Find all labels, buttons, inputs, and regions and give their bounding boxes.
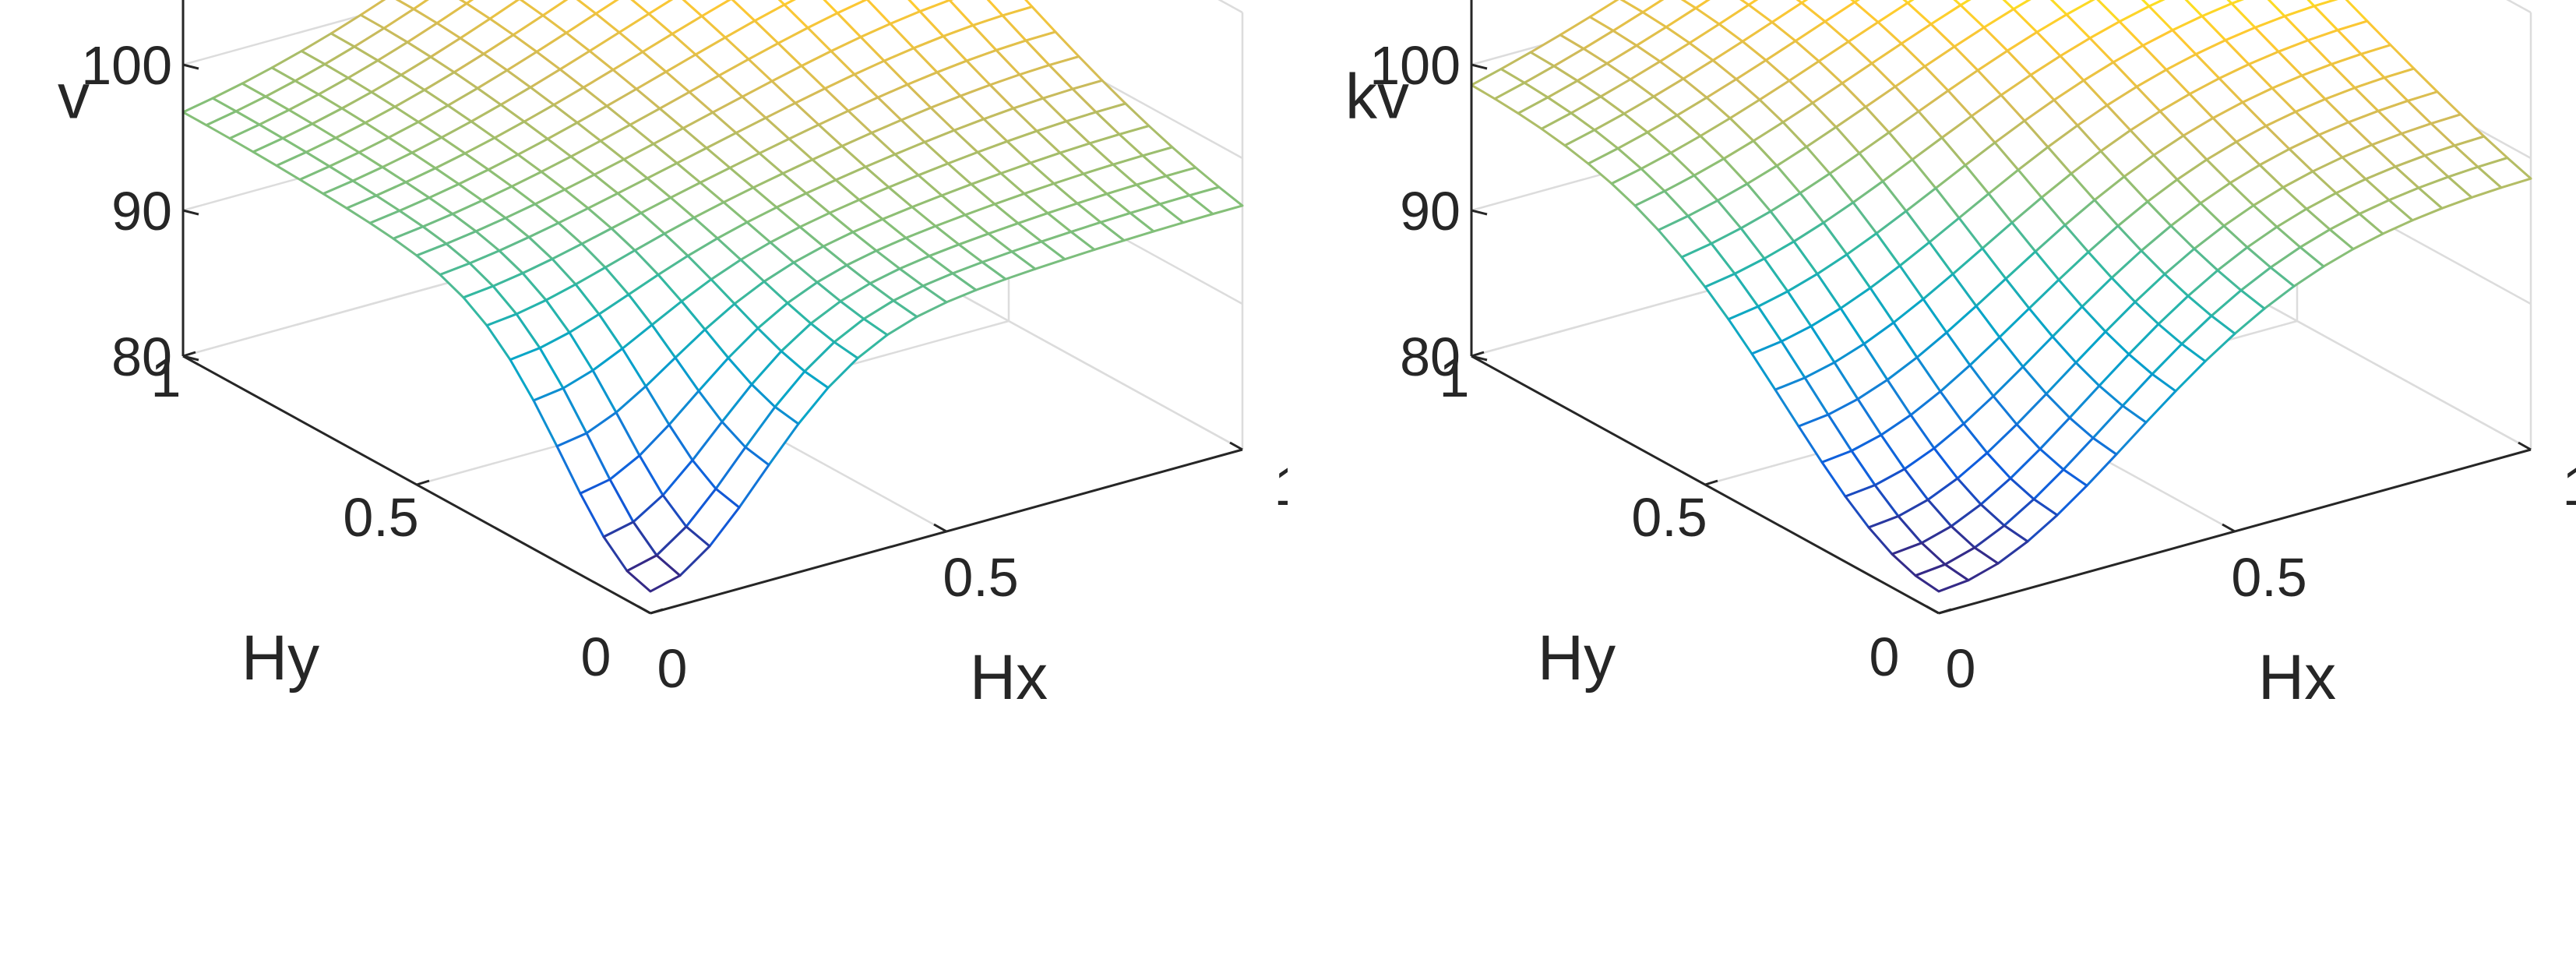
x-tick-label-0: 0	[1946, 638, 1976, 699]
z-tick-mark	[1471, 209, 1488, 216]
surface-mesh-cell	[2002, 0, 2032, 11]
x-tick-mark	[2518, 441, 2532, 451]
z-tick-label-90: 90	[111, 181, 172, 242]
x-tick-mark	[637, 605, 651, 615]
x-tick-mark	[2222, 523, 2236, 533]
z-axis-label: v	[58, 62, 90, 132]
surface-mesh	[181, 0, 1244, 593]
y-tick-mark	[1938, 608, 1952, 615]
surface-plot-kv: 80 90 100 110 0 0.5 1 0 0.5 1 kv Hx Hy	[1288, 0, 2576, 974]
x-tick-mark	[933, 523, 947, 533]
z-axis-label: kv	[1345, 62, 1409, 132]
z-tick-mark	[182, 355, 199, 362]
z-tick-label-100: 100	[1369, 35, 1461, 96]
z-tick-label-90: 90	[1400, 181, 1461, 242]
y-tick-label-0: 0	[581, 626, 611, 687]
surface-mesh-cell	[1914, 563, 1970, 593]
y-axis-label: Hy	[1538, 623, 1616, 693]
x-axis-label: Hx	[970, 642, 1048, 713]
y-axis-label: Hy	[241, 623, 319, 693]
y-tick-label-0.5: 0.5	[1631, 487, 1707, 548]
surface-mesh-cell	[1680, 0, 1711, 9]
z-tick-label-80: 80	[111, 326, 172, 387]
y-tick-label-1: 1	[1440, 348, 1470, 408]
x-tick-label-0.5: 0.5	[943, 547, 1018, 608]
z-tick-mark	[1471, 63, 1488, 70]
y-tick-mark	[650, 608, 664, 615]
z-tick-mark	[182, 209, 199, 216]
x-tick-label-1: 1	[2563, 456, 2576, 517]
x-tick-label-0: 0	[657, 638, 688, 699]
surface-mesh	[1470, 0, 2532, 593]
x-axis-label: Hx	[2258, 642, 2336, 713]
surface-plot-kv-svg: 80 90 100 110 0 0.5 1 0 0.5 1 kv Hx Hy	[1345, 0, 2576, 713]
x-tick-mark	[1229, 441, 1243, 451]
tick-labels: 80 90 100 110 0 0.5 1 0 0.5 1 kv Hx Hy	[1345, 35, 2576, 713]
y-tick-label-1: 1	[151, 348, 181, 408]
x-tick-label-1: 1	[1274, 456, 1288, 517]
tick-marks	[182, 63, 1243, 615]
x-tick-label-0.5: 0.5	[2231, 547, 2306, 608]
x-tick-mark	[1926, 605, 1940, 615]
y-tick-mark	[416, 479, 430, 486]
surface-mesh-cell	[625, 554, 682, 593]
tick-marks	[1471, 63, 2532, 615]
surface-plot-v-svg: 80 90 100 110 0 0.5 1 0 0.5 1 v Hx Hy	[58, 0, 1288, 713]
tick-labels: 80 90 100 110 0 0.5 1 0 0.5 1 v Hx Hy	[58, 35, 1288, 713]
y-tick-label-0.5: 0.5	[343, 487, 418, 548]
z-tick-mark	[182, 63, 199, 70]
z-tick-mark	[1471, 355, 1488, 362]
z-tick-label-100: 100	[81, 35, 172, 96]
surface-plot-v: 80 90 100 110 0 0.5 1 0 0.5 1 v Hx Hy	[58, 0, 1288, 713]
back-wall-grid-horizontal	[182, 0, 421, 66]
y-tick-mark	[1704, 479, 1718, 486]
y-tick-label-0: 0	[1869, 626, 1900, 687]
z-tick-label-80: 80	[1400, 326, 1461, 387]
